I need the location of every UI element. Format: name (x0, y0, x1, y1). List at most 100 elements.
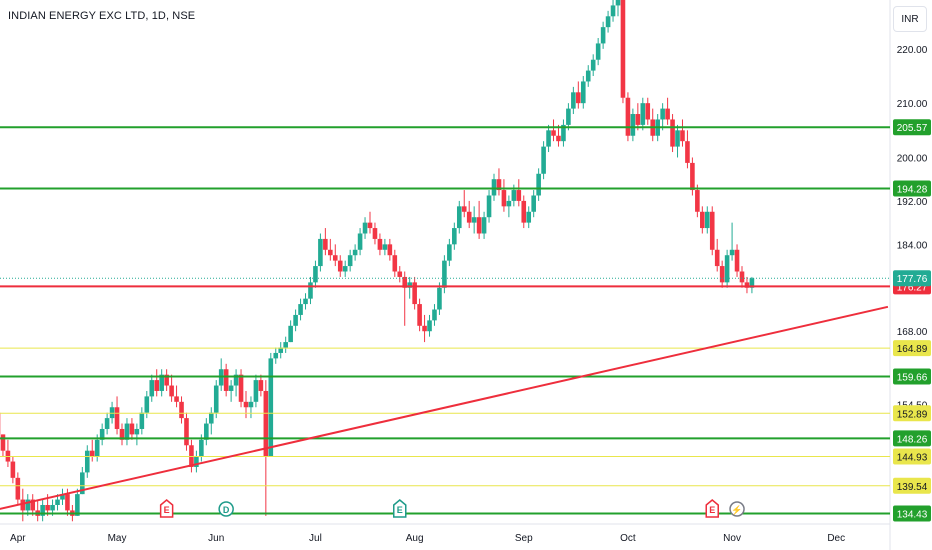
candle-body (114, 407, 120, 429)
candle-body (595, 43, 601, 60)
candle-body (417, 304, 422, 326)
candle-body (605, 16, 611, 28)
candle-body (585, 70, 591, 82)
candle-body (347, 255, 353, 267)
candle-body (476, 217, 482, 234)
level-price-label: 134.43 (897, 510, 928, 521)
event-marker-label: E (709, 505, 715, 515)
candle-body (144, 396, 150, 413)
candle-body (714, 249, 720, 267)
candle-body (452, 228, 457, 245)
level-price-label: 139.54 (897, 482, 928, 493)
candle-body (630, 114, 636, 136)
candle-body (481, 217, 487, 234)
candle-body (456, 206, 462, 229)
candle-body (283, 342, 288, 348)
candle-body (75, 494, 80, 516)
candle-body (332, 255, 338, 261)
level-price-tag (893, 180, 931, 197)
candle-body (80, 472, 85, 495)
candle-body (65, 494, 70, 511)
x-tick-label: Oct (620, 533, 636, 544)
level-price-tag (893, 340, 931, 357)
candle-body (318, 238, 323, 267)
candle-body (278, 347, 284, 353)
level-price-tag (893, 505, 931, 522)
earnings-event-icon[interactable] (705, 499, 719, 518)
candle-body (536, 173, 541, 196)
candle-body (362, 222, 368, 234)
level-price-label: 205.57 (897, 123, 928, 134)
dividend-event-icon[interactable] (218, 501, 234, 517)
candle-body (640, 103, 646, 125)
candle-body (268, 358, 274, 457)
candle-body (248, 401, 254, 408)
candle-body (635, 114, 641, 125)
candle-body (660, 108, 665, 120)
candle-body (139, 412, 145, 429)
candle-body (377, 238, 383, 250)
candle-body (590, 59, 596, 71)
candle-body (233, 374, 239, 386)
candle-body (471, 217, 477, 223)
candle-body (45, 504, 50, 511)
candle-body (511, 190, 517, 201)
x-tick-label: Jul (309, 533, 322, 544)
earnings-event-icon[interactable] (159, 499, 174, 518)
candle-body (0, 434, 6, 451)
level-price-tag (893, 448, 931, 465)
candle-body (89, 450, 95, 457)
candle-body (704, 211, 710, 229)
currency-selector[interactable]: INR (893, 6, 927, 32)
candle-body (238, 374, 244, 402)
candle-body (432, 309, 437, 321)
candle-body (422, 325, 427, 332)
level-price-tag (893, 477, 931, 494)
candle-body (397, 271, 403, 277)
candle-body (670, 119, 675, 147)
candle-body (437, 287, 442, 310)
candle-body (516, 190, 522, 201)
candle-body (447, 244, 452, 261)
candle-body (442, 260, 447, 288)
candle-body (129, 423, 135, 435)
candle-body (357, 233, 363, 250)
candle-body (402, 276, 408, 288)
candle-body (303, 298, 308, 305)
candle-body (372, 228, 378, 239)
candle-body (55, 499, 60, 505)
candle-body (99, 428, 105, 440)
candle-body (94, 439, 100, 457)
y-tick-label: 200.00 (897, 153, 928, 164)
last-price-tag (893, 270, 931, 287)
trendline[interactable] (0, 305, 889, 510)
candle-body (392, 255, 398, 272)
candle-body (164, 374, 169, 386)
candle-body (109, 407, 115, 419)
candle-body (40, 504, 45, 516)
level-price-label: 164.89 (897, 344, 928, 355)
candle-body (104, 418, 110, 429)
candle-body (719, 266, 725, 283)
candle-body (580, 81, 586, 104)
candle-body (298, 304, 303, 315)
candle-body (154, 380, 160, 391)
candle-body (685, 141, 690, 163)
candle-body (337, 260, 343, 272)
candle-body (159, 374, 164, 391)
candle-body (695, 190, 700, 212)
candle-body (690, 162, 695, 191)
earnings-event-icon[interactable] (393, 499, 407, 518)
candle-body (387, 244, 393, 256)
candle-body (526, 211, 532, 223)
candle-body (625, 97, 631, 136)
candle-body (263, 390, 269, 457)
lightning-event-icon[interactable] (729, 501, 745, 517)
candle-body (258, 380, 264, 391)
candle-body (600, 27, 606, 44)
candle-body (561, 124, 566, 142)
candle-body (204, 423, 209, 440)
candle-body (675, 130, 680, 147)
candle-body (199, 439, 204, 457)
